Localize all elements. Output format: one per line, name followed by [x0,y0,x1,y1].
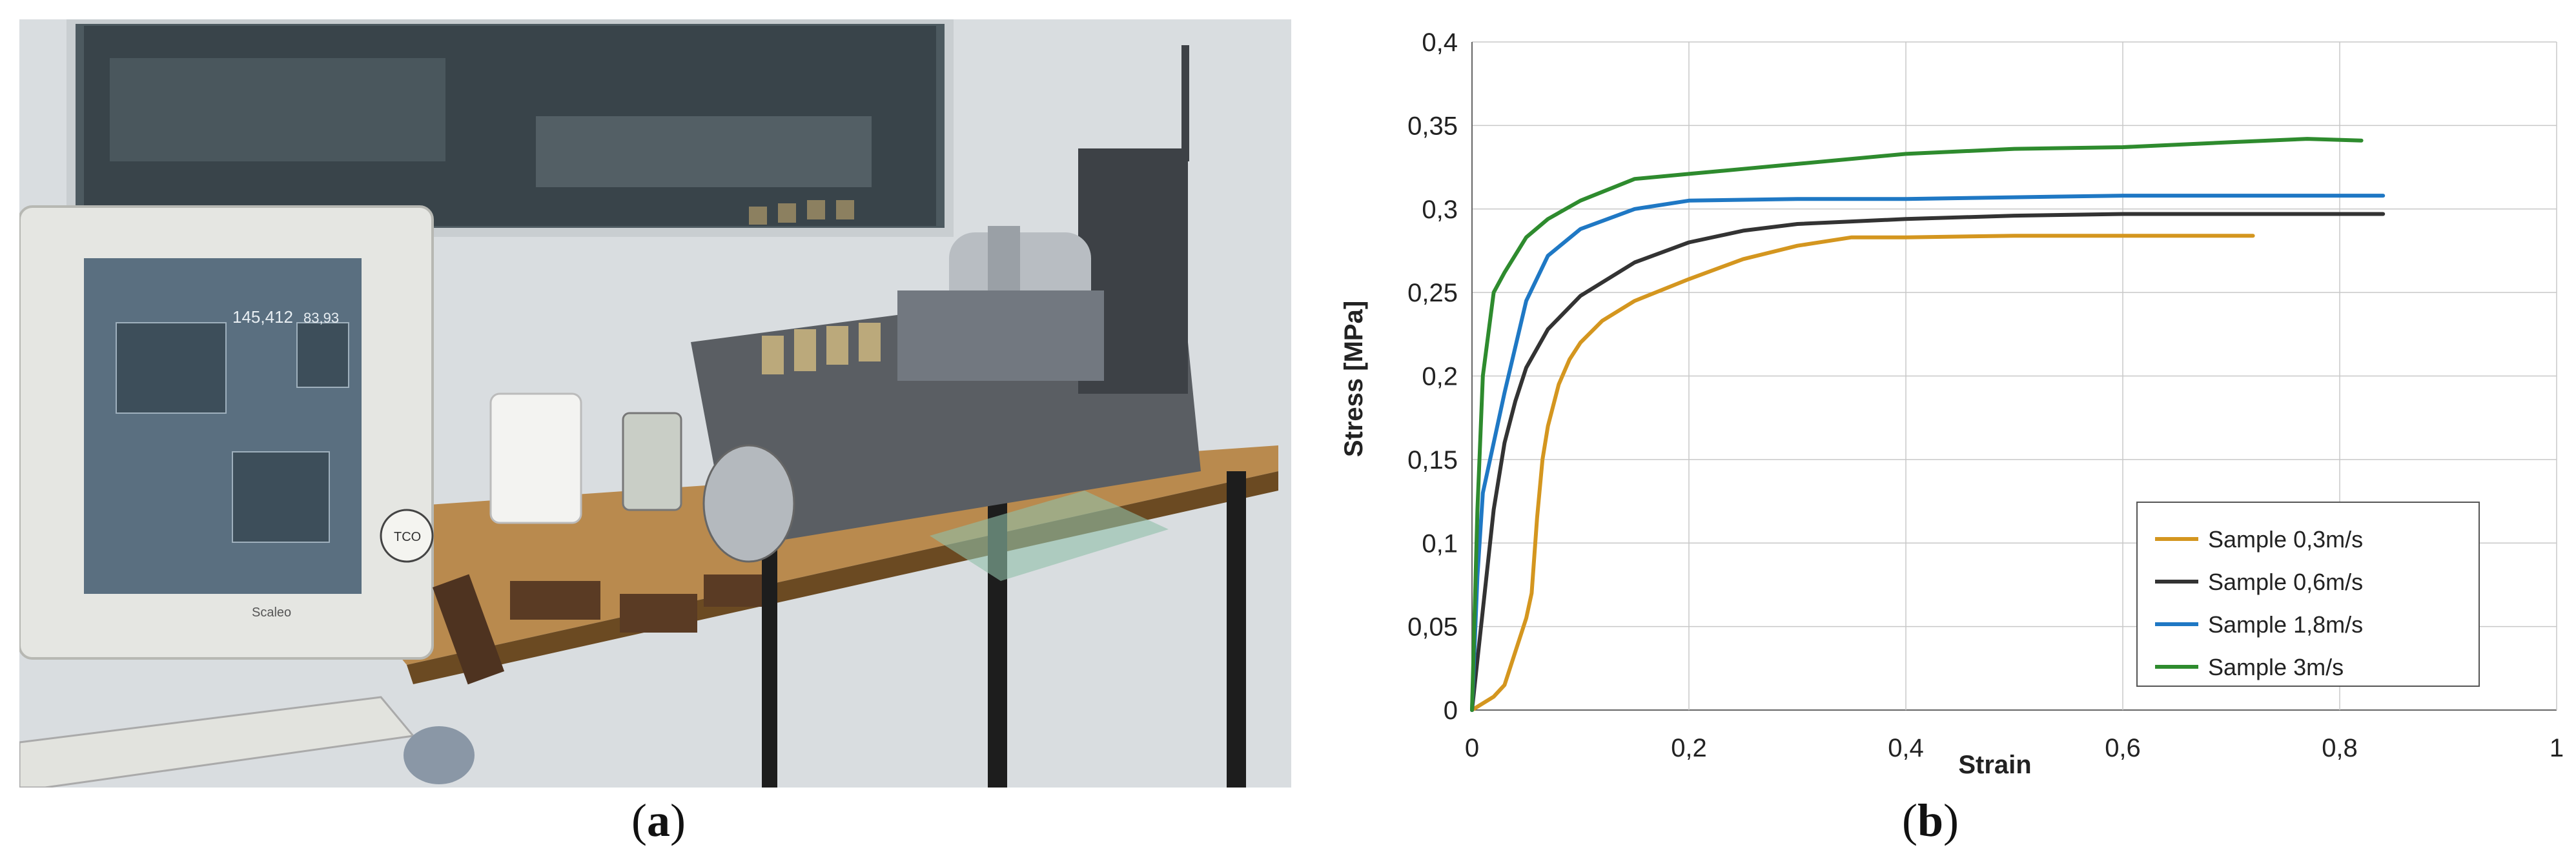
lab-photo: 145,412 83,93 Scaleo TCO [19,19,1291,788]
x-tick-label: 0,4 [1888,734,1924,762]
y-tick-label: 0,25 [1407,279,1458,307]
caption-a-letter: a [647,795,670,846]
x-axis-title: Strain [1958,751,2031,779]
monitor-brand: Scaleo [252,605,291,620]
series-line-1 [1470,234,2255,712]
wooden-blocks [432,574,505,685]
legend-box [2136,502,2480,687]
caption-panel-b: (b) [1901,795,1959,846]
x-tick-label: 0,2 [1671,734,1707,762]
y-tick-label: 0,35 [1407,112,1458,140]
y-tick-label: 0,05 [1407,613,1458,642]
monitor-badge: TCO [394,530,421,544]
y-axis-title: Stress [MPa] [1340,301,1368,457]
caption-panel-a: (a) [631,795,686,846]
legend-label: Sample 0,6m/s [2208,569,2363,595]
x-tick-labels: 0 0,2 0,4 0,6 0,8 1 [1465,734,2564,762]
y-tick-label: 0,15 [1407,446,1458,474]
legend-label: Sample 3m/s [2208,654,2344,680]
keyboard [19,696,415,788]
y-tick-label: 0,1 [1422,529,1458,558]
monitor-screen [84,258,362,594]
x-tick-label: 0 [1465,734,1479,762]
legend-label: Sample 1,8m/s [2208,611,2363,638]
chart-svg: 0 0,05 0,1 0,15 0,2 0,25 0,3 0,35 0,4 0 0,2 0,4 0,6… [1340,28,2564,779]
legend: Sample 0,3m/s Sample 0,6m/s Sample 1,8m/s S… [2136,502,2480,687]
legend-label: Sample 0,3m/s [2208,526,2363,553]
monitor-value-1: 145,412 [232,307,293,327]
x-tick-label: 1 [2550,734,2564,762]
y-tick-labels: 0 0,05 0,1 0,15 0,2 0,25 0,3 0,35 0,4 [1407,28,1458,725]
y-tick-label: 0,2 [1422,363,1458,391]
x-tick-label: 0,6 [2105,734,2141,762]
rig-impactor [702,444,795,563]
stress-strain-chart: 0 0,05 0,1 0,15 0,2 0,25 0,3 0,35 0,4 0 0,2 0,4 0,6… [1304,13,2570,794]
series-line-2 [1470,212,2386,712]
series-line-4 [1470,137,2364,712]
monitor-value-2: 83,93 [303,310,339,326]
caption-b-letter: b [1917,795,1944,846]
mouse [404,726,475,784]
lab-photo-illustration: 145,412 83,93 Scaleo TCO [19,19,1291,788]
multimeter [622,412,682,511]
glass-plate [930,491,1169,581]
monitor-badge-icon [380,509,434,563]
white-jar [489,392,582,524]
y-tick-label: 0,3 [1422,196,1458,224]
series-lines [1470,137,2386,712]
x-tick-label: 0,8 [2322,734,2358,762]
series-line-3 [1470,194,2386,712]
y-tick-label: 0,4 [1422,28,1458,57]
y-tick-label: 0 [1444,696,1458,725]
